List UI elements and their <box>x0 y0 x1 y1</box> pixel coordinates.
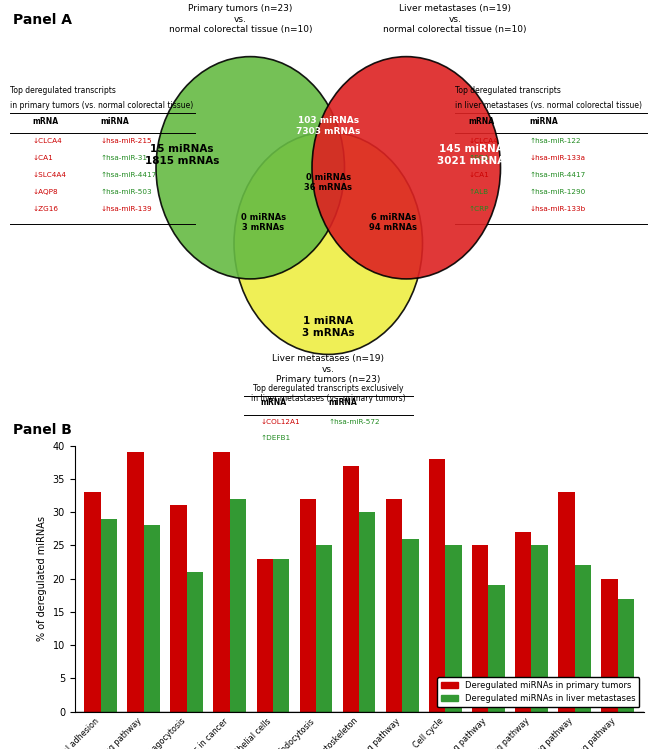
Bar <box>213 452 230 712</box>
Text: ↓ZG16: ↓ZG16 <box>32 205 58 211</box>
Text: 145 miRNAs
3021 mRNAs: 145 miRNAs 3021 mRNAs <box>437 145 512 166</box>
Text: 6 miRNAs
94 mRNAs: 6 miRNAs 94 mRNAs <box>369 213 417 232</box>
Text: ↓COL12A1: ↓COL12A1 <box>260 419 300 425</box>
Text: ↓hsa-miR-215: ↓hsa-miR-215 <box>101 139 152 145</box>
Text: ↑hsa-miR-31: ↑hsa-miR-31 <box>101 155 148 161</box>
Bar <box>343 466 359 712</box>
Text: Liver metastases (n=19)
vs.
normal colorectal tissue (n=10): Liver metastases (n=19) vs. normal color… <box>384 4 526 34</box>
Bar <box>445 545 462 712</box>
Bar <box>386 499 402 712</box>
Bar <box>257 559 273 712</box>
Text: ↓AQP8: ↓AQP8 <box>32 189 58 195</box>
Legend: Deregulated miRNAs in primary tumors, Deregulated miRNAs in liver metastases: Deregulated miRNAs in primary tumors, De… <box>437 677 640 707</box>
Bar <box>601 578 618 712</box>
Y-axis label: % of deregulated miRNAs: % of deregulated miRNAs <box>37 516 47 641</box>
Text: ↓SLC4A4: ↓SLC4A4 <box>32 172 66 178</box>
Text: miRNA: miRNA <box>530 117 558 126</box>
Text: 15 miRNAs
1815 mRNAs: 15 miRNAs 1815 mRNAs <box>145 145 219 166</box>
Text: mRNA: mRNA <box>468 117 494 126</box>
Bar <box>101 519 117 712</box>
Text: ↓hsa-miR-139: ↓hsa-miR-139 <box>101 205 152 211</box>
Text: mRNA: mRNA <box>32 117 58 126</box>
Bar <box>230 499 246 712</box>
Text: mRNA: mRNA <box>260 398 286 407</box>
Text: miRNA: miRNA <box>101 117 129 126</box>
Bar <box>127 452 144 712</box>
Text: in liver metastases (vs. normal colorectal tissue): in liver metastases (vs. normal colorect… <box>455 100 642 109</box>
Text: ↑hsa-miR-572: ↑hsa-miR-572 <box>328 419 380 425</box>
Text: 103 miRNAs
7303 mRNAs: 103 miRNAs 7303 mRNAs <box>296 116 361 136</box>
Text: ↑hsa-miR-1290: ↑hsa-miR-1290 <box>530 189 586 195</box>
Bar <box>429 459 445 712</box>
Text: ↓PTGER3: ↓PTGER3 <box>260 452 294 458</box>
Text: ↓CLCA4: ↓CLCA4 <box>32 139 62 145</box>
Text: ↑hsa-miR-4417: ↑hsa-miR-4417 <box>101 172 157 178</box>
Text: in primary tumors (vs. normal colorectal tissue): in primary tumors (vs. normal colorectal… <box>10 100 193 109</box>
Ellipse shape <box>312 57 500 279</box>
Bar <box>187 572 203 712</box>
Bar <box>359 512 376 712</box>
Text: ↑CRP: ↑CRP <box>468 205 489 211</box>
Text: ↓CLCA4: ↓CLCA4 <box>468 139 498 145</box>
Ellipse shape <box>234 132 422 354</box>
Text: 0 miRNAs
36 mRNAs: 0 miRNAs 36 mRNAs <box>304 173 352 192</box>
Text: Top deregulated transcripts: Top deregulated transcripts <box>10 86 116 95</box>
Ellipse shape <box>156 57 344 279</box>
Bar <box>273 559 289 712</box>
Text: ↓hsa-miR-133b: ↓hsa-miR-133b <box>530 205 586 211</box>
Text: ↑ALB: ↑ALB <box>468 189 488 195</box>
Bar <box>316 545 332 712</box>
Bar <box>472 545 488 712</box>
Bar <box>618 598 634 712</box>
Text: ↑hsa-miR-122: ↑hsa-miR-122 <box>530 139 581 145</box>
Text: ↓CA1: ↓CA1 <box>468 172 489 178</box>
Bar <box>488 585 505 712</box>
Bar <box>515 532 532 712</box>
Text: Panel A: Panel A <box>13 13 72 26</box>
Bar <box>575 565 591 712</box>
Text: ↑hsa-miR-503: ↑hsa-miR-503 <box>101 189 152 195</box>
Text: miRNA: miRNA <box>328 398 357 407</box>
Text: 0 miRNAs
3 mRNAs: 0 miRNAs 3 mRNAs <box>240 213 286 232</box>
Text: ↑DEFB1: ↑DEFB1 <box>260 435 290 441</box>
Text: 1 miRNA
3 mRNAs: 1 miRNA 3 mRNAs <box>302 316 354 338</box>
Bar <box>84 492 101 712</box>
Text: Primary tumors (n=23)
vs.
normal colorectal tissue (n=10): Primary tumors (n=23) vs. normal colorec… <box>169 4 312 34</box>
Bar <box>532 545 548 712</box>
Bar <box>558 492 575 712</box>
Text: ↑FGA: ↑FGA <box>468 155 489 161</box>
Bar <box>300 499 316 712</box>
Bar <box>144 526 160 712</box>
Text: Panel B: Panel B <box>13 423 72 437</box>
Text: Top deregulated transcripts: Top deregulated transcripts <box>455 86 561 95</box>
Text: Top deregulated transcripts exclusively
in liver metastases (vs. primary tumors): Top deregulated transcripts exclusively … <box>251 383 406 403</box>
Bar <box>402 539 419 712</box>
Bar <box>170 506 187 712</box>
Text: ↓hsa-miR-133a: ↓hsa-miR-133a <box>530 155 586 161</box>
Text: Liver metastases (n=19)
vs.
Primary tumors (n=23): Liver metastases (n=19) vs. Primary tumo… <box>272 354 384 384</box>
Text: ↑hsa-miR-4417: ↑hsa-miR-4417 <box>530 172 586 178</box>
Text: ↓CA1: ↓CA1 <box>32 155 53 161</box>
